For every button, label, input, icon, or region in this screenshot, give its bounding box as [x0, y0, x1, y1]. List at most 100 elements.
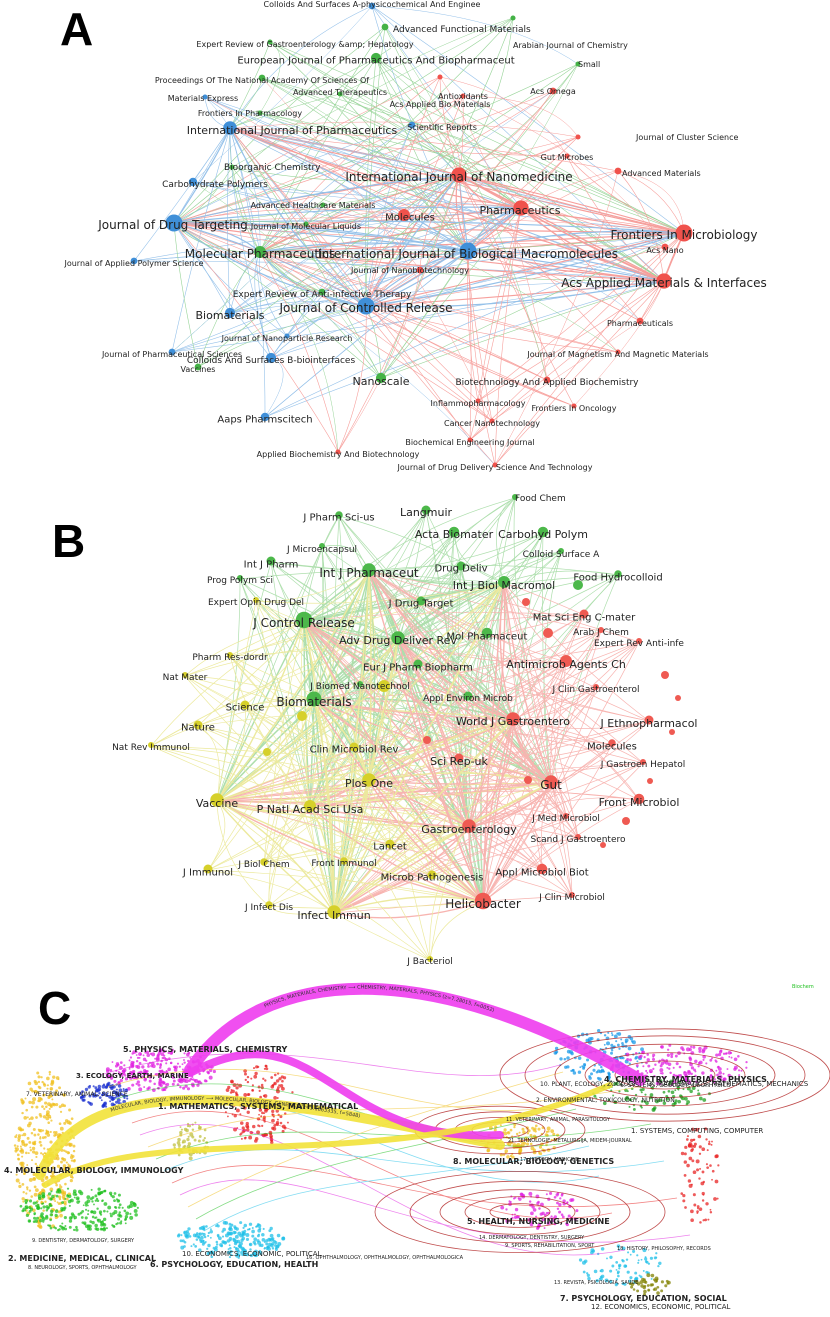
journal-node[interactable]	[362, 563, 376, 577]
journal-node[interactable]	[357, 681, 363, 687]
journal-node[interactable]	[489, 418, 495, 424]
journal-node[interactable]	[512, 494, 518, 500]
journal-node[interactable]	[319, 543, 325, 549]
journal-node[interactable]	[456, 561, 466, 571]
journal-node[interactable]	[188, 177, 198, 187]
journal-node[interactable]	[408, 121, 416, 129]
journal-node[interactable]	[413, 659, 423, 669]
journal-node[interactable]	[647, 778, 653, 784]
journal-node[interactable]	[320, 202, 326, 208]
journal-node[interactable]	[636, 317, 644, 325]
journal-node[interactable]	[498, 576, 510, 588]
journal-node[interactable]	[335, 511, 343, 519]
journal-node[interactable]	[506, 712, 520, 726]
journal-node[interactable]	[303, 221, 309, 227]
journal-node[interactable]	[661, 243, 669, 251]
journal-node[interactable]	[661, 671, 669, 679]
journal-node[interactable]	[258, 74, 266, 82]
journal-node[interactable]	[564, 153, 570, 159]
journal-node[interactable]	[202, 94, 208, 100]
journal-node[interactable]	[229, 164, 235, 170]
journal-node[interactable]	[335, 449, 341, 455]
journal-node[interactable]	[451, 167, 467, 183]
journal-node[interactable]	[253, 597, 259, 603]
journal-node[interactable]	[304, 800, 316, 812]
journal-node[interactable]	[381, 23, 389, 31]
journal-node[interactable]	[357, 297, 375, 315]
journal-node[interactable]	[614, 167, 622, 175]
journal-node[interactable]	[130, 257, 138, 265]
journal-node[interactable]	[600, 842, 606, 848]
journal-node[interactable]	[427, 956, 433, 962]
journal-node[interactable]	[421, 505, 431, 515]
journal-node[interactable]	[481, 627, 493, 639]
journal-node[interactable]	[337, 91, 343, 97]
journal-node[interactable]	[391, 631, 405, 645]
journal-node[interactable]	[327, 905, 341, 919]
journal-node[interactable]	[306, 691, 322, 707]
journal-node[interactable]	[340, 857, 348, 865]
journal-node[interactable]	[474, 892, 492, 910]
journal-node[interactable]	[194, 363, 202, 371]
journal-node[interactable]	[182, 672, 188, 678]
journal-node[interactable]	[575, 834, 581, 840]
journal-node[interactable]	[168, 348, 176, 356]
journal-node[interactable]	[265, 901, 273, 909]
journal-node[interactable]	[210, 793, 224, 807]
journal-node[interactable]	[575, 61, 581, 67]
journal-node[interactable]	[240, 700, 250, 710]
journal-node[interactable]	[284, 333, 290, 339]
journal-node[interactable]	[513, 200, 529, 216]
journal-node[interactable]	[669, 729, 675, 735]
journal-node[interactable]	[575, 134, 581, 140]
journal-node[interactable]	[536, 863, 548, 875]
journal-node[interactable]	[549, 87, 557, 95]
journal-node[interactable]	[644, 715, 654, 725]
journal-node[interactable]	[295, 611, 313, 629]
journal-node[interactable]	[558, 548, 564, 554]
journal-node[interactable]	[237, 575, 243, 581]
journal-node[interactable]	[224, 307, 236, 319]
journal-node[interactable]	[614, 570, 622, 578]
journal-node[interactable]	[254, 246, 266, 258]
journal-node[interactable]	[227, 652, 233, 658]
journal-node[interactable]	[427, 870, 437, 880]
journal-node[interactable]	[370, 52, 382, 64]
journal-node[interactable]	[633, 793, 645, 805]
journal-node[interactable]	[510, 15, 516, 21]
journal-node[interactable]	[544, 775, 558, 789]
journal-node[interactable]	[467, 437, 473, 443]
journal-node[interactable]	[656, 273, 672, 289]
journal-node[interactable]	[257, 110, 263, 116]
journal-node[interactable]	[593, 684, 599, 690]
journal-node[interactable]	[362, 773, 376, 787]
journal-node[interactable]	[543, 628, 553, 638]
journal-node[interactable]	[385, 839, 395, 849]
journal-node[interactable]	[148, 742, 154, 748]
journal-node[interactable]	[266, 556, 276, 566]
journal-node[interactable]	[349, 742, 359, 752]
journal-node[interactable]	[165, 214, 183, 232]
journal-node[interactable]	[448, 526, 460, 538]
journal-node[interactable]	[416, 596, 426, 606]
journal-node[interactable]	[378, 680, 390, 692]
journal-node[interactable]	[579, 609, 589, 619]
journal-node[interactable]	[267, 39, 273, 45]
journal-node[interactable]	[543, 376, 551, 384]
journal-node[interactable]	[571, 403, 577, 409]
journal-node[interactable]	[640, 759, 646, 765]
journal-node[interactable]	[675, 695, 681, 701]
journal-node[interactable]	[423, 736, 431, 744]
journal-node[interactable]	[560, 655, 572, 667]
journal-node[interactable]	[636, 638, 642, 644]
journal-node[interactable]	[573, 580, 583, 590]
journal-node[interactable]	[265, 352, 277, 364]
journal-node[interactable]	[437, 74, 443, 80]
journal-node[interactable]	[675, 224, 693, 242]
journal-node[interactable]	[260, 412, 270, 422]
journal-node[interactable]	[193, 720, 203, 730]
journal-node[interactable]	[537, 526, 549, 538]
journal-node[interactable]	[223, 121, 237, 135]
journal-node[interactable]	[463, 691, 473, 701]
journal-node[interactable]	[462, 819, 476, 833]
